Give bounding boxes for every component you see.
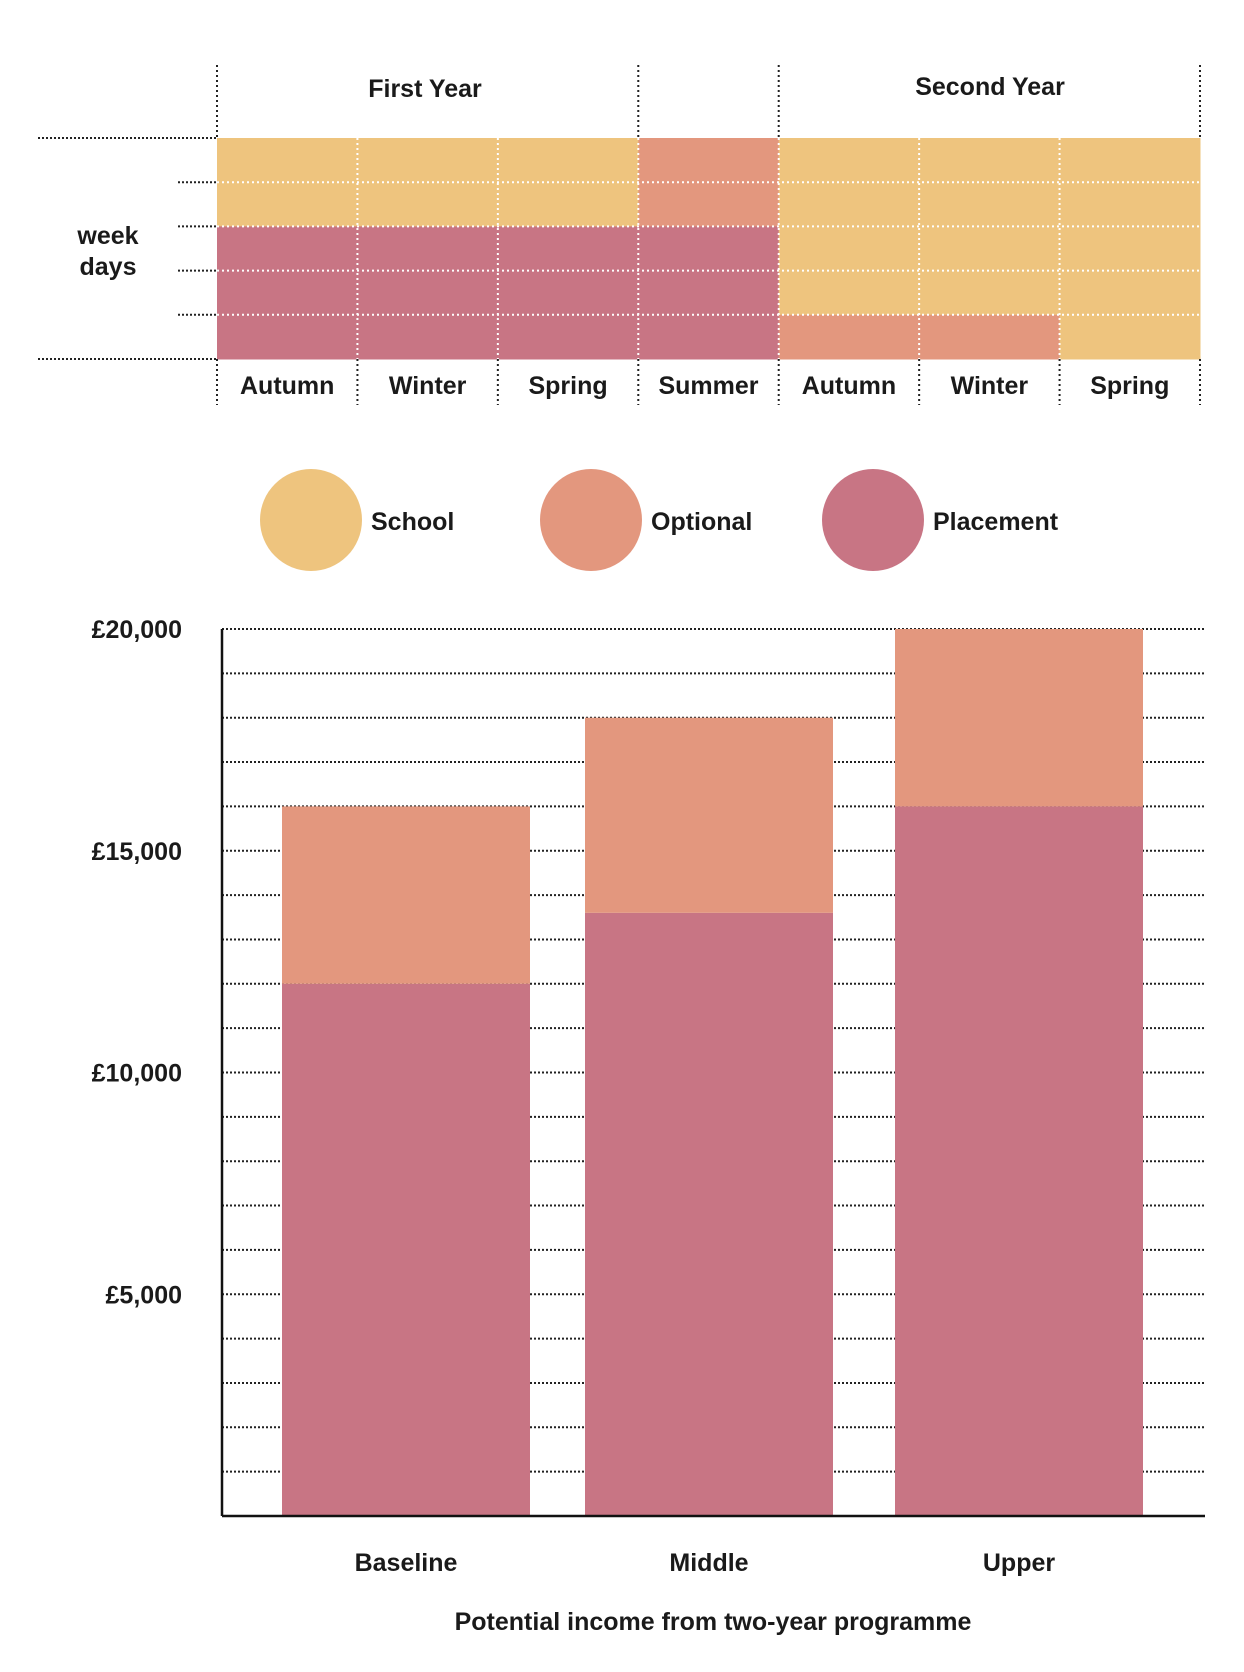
bar-optional-middle bbox=[585, 717, 833, 913]
schedule-cell-school bbox=[1059, 270, 1201, 316]
legend-swatch-optional bbox=[540, 469, 642, 571]
schedule-cell-placement bbox=[638, 314, 780, 360]
x-axis-label: Potential income from two-year programme bbox=[455, 1608, 972, 1636]
schedule-cell-optional bbox=[638, 138, 780, 183]
x-category-label: Upper bbox=[983, 1549, 1056, 1577]
term-label: Autumn bbox=[802, 372, 896, 400]
schedule-cell-school bbox=[357, 138, 499, 183]
x-category-label: Middle bbox=[669, 1549, 748, 1577]
bar-placement-baseline bbox=[282, 983, 530, 1516]
term-label: Spring bbox=[528, 372, 607, 400]
year-label-first: First Year bbox=[368, 75, 482, 103]
income-bar-chart: £5,000 £10,000 £15,000 £20,000 Baseline Midd… bbox=[92, 616, 1205, 1636]
term-label: Winter bbox=[389, 372, 467, 400]
schedule-cell-school bbox=[497, 182, 639, 227]
term-label: Autumn bbox=[240, 372, 334, 400]
schedule-cell-school bbox=[919, 182, 1061, 227]
term-label: Winter bbox=[951, 372, 1029, 400]
schedule-cell-placement bbox=[497, 270, 639, 316]
term-label: Spring bbox=[1090, 372, 1169, 400]
legend: School Optional Placement bbox=[260, 469, 1059, 571]
schedule-cell-school bbox=[1059, 138, 1201, 183]
legend-label-placement: Placement bbox=[933, 508, 1059, 536]
schedule-cell-school bbox=[1059, 314, 1201, 360]
legend-swatch-placement bbox=[822, 469, 924, 571]
legend-swatch-school bbox=[260, 469, 362, 571]
bar-optional-upper bbox=[895, 629, 1143, 807]
legend-label-optional: Optional bbox=[651, 508, 752, 536]
legend-item-placement: Placement bbox=[822, 469, 1059, 571]
schedule-cell-placement bbox=[217, 226, 358, 272]
schedule-cell-school bbox=[919, 138, 1061, 183]
schedule-cell-placement bbox=[357, 314, 499, 360]
legend-label-school: School bbox=[371, 508, 454, 536]
schedule-chart: First Year Second Year week days Autumn W… bbox=[38, 65, 1201, 571]
schedule-cell-placement bbox=[638, 226, 780, 272]
schedule-cell-placement bbox=[357, 226, 499, 272]
y-tick-label: £5,000 bbox=[106, 1281, 182, 1309]
schedule-cell-school bbox=[778, 138, 920, 183]
x-category-label: Baseline bbox=[355, 1549, 458, 1577]
y-tick-label: £15,000 bbox=[92, 838, 182, 866]
schedule-cell-optional bbox=[919, 314, 1061, 360]
schedule-cell-school bbox=[1059, 226, 1201, 272]
schedule-cell-school bbox=[217, 182, 358, 227]
schedule-cell-optional bbox=[778, 314, 920, 360]
legend-item-school: School bbox=[260, 469, 454, 571]
schedule-cell-placement bbox=[357, 270, 499, 316]
bar-placement-upper bbox=[895, 806, 1143, 1516]
schedule-cell-placement bbox=[217, 314, 358, 360]
term-label: Summer bbox=[658, 372, 758, 400]
bar-optional-baseline bbox=[282, 806, 530, 984]
schedule-cell-school bbox=[778, 226, 920, 272]
y-tick-label: £10,000 bbox=[92, 1060, 182, 1088]
row-label-week: week bbox=[76, 222, 138, 250]
schedule-cell-placement bbox=[497, 226, 639, 272]
schedule-cell-school bbox=[217, 138, 358, 183]
legend-item-optional: Optional bbox=[540, 469, 752, 571]
schedule-cell-placement bbox=[217, 270, 358, 316]
schedule-cell-optional bbox=[638, 182, 780, 227]
schedule-cell-school bbox=[497, 138, 639, 183]
schedule-cell-placement bbox=[497, 314, 639, 360]
bar-placement-middle bbox=[585, 912, 833, 1516]
y-tick-label: £20,000 bbox=[92, 616, 182, 644]
schedule-cell-school bbox=[1059, 182, 1201, 227]
schedule-cell-school bbox=[919, 270, 1061, 316]
schedule-cell-school bbox=[778, 270, 920, 316]
schedule-cell-placement bbox=[638, 270, 780, 316]
year-label-second: Second Year bbox=[915, 73, 1065, 101]
schedule-cell-school bbox=[778, 182, 920, 227]
schedule-cell-school bbox=[357, 182, 499, 227]
schedule-cell-school bbox=[919, 226, 1061, 272]
row-label-days: days bbox=[80, 253, 137, 281]
